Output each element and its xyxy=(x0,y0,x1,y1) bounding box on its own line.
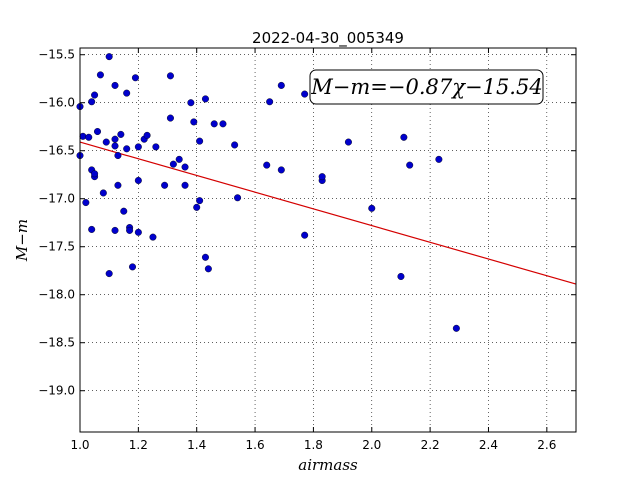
data-point xyxy=(277,81,285,89)
x-tick-label: 1.6 xyxy=(246,438,265,452)
data-points xyxy=(76,53,460,332)
data-point xyxy=(204,265,212,273)
data-point xyxy=(82,199,90,207)
data-point xyxy=(181,163,189,171)
data-point xyxy=(131,74,139,82)
data-point xyxy=(452,324,460,332)
x-tick-label: 1.0 xyxy=(70,438,89,452)
data-point xyxy=(368,204,376,212)
data-point xyxy=(111,81,119,89)
data-point xyxy=(149,233,157,241)
data-point xyxy=(143,131,151,139)
data-point xyxy=(102,138,110,146)
data-point xyxy=(277,166,285,174)
data-point xyxy=(201,253,209,261)
data-point xyxy=(435,155,443,163)
data-point xyxy=(266,98,274,106)
data-point xyxy=(161,181,169,189)
data-point xyxy=(123,89,131,97)
data-point xyxy=(166,114,174,122)
data-point xyxy=(263,161,271,169)
data-point xyxy=(120,207,128,215)
data-point xyxy=(79,132,87,140)
data-point xyxy=(96,71,104,79)
data-point xyxy=(134,228,142,236)
y-tick-label: −17.0 xyxy=(38,192,75,206)
y-tick-label: −19.0 xyxy=(38,384,75,398)
data-point xyxy=(196,197,204,205)
y-axis-label: M−m xyxy=(13,219,31,262)
data-point xyxy=(123,145,131,153)
data-point xyxy=(111,226,119,234)
data-point xyxy=(301,90,309,98)
data-point xyxy=(117,130,125,138)
data-point xyxy=(99,189,107,197)
data-point xyxy=(134,176,142,184)
data-point xyxy=(129,263,137,271)
x-tick-label: 2.0 xyxy=(362,438,381,452)
data-point xyxy=(152,143,160,151)
x-axis-label: airmass xyxy=(298,456,358,474)
chart-title: 2022-04-30_005349 xyxy=(252,29,404,48)
y-tick-label: −16.5 xyxy=(38,144,75,158)
x-axis-ticks: 1.0 1.2 1.4 1.6 1.8 2.0 2.2 2.4 2.6 xyxy=(70,48,556,452)
y-tick-label: −16.0 xyxy=(38,96,75,110)
data-point xyxy=(114,181,122,189)
data-point xyxy=(201,95,209,103)
data-point xyxy=(105,53,113,61)
data-point xyxy=(111,142,119,150)
fit-annotation-box: M−m=−0.87χ−15.54 xyxy=(309,69,544,105)
data-point xyxy=(190,118,198,126)
data-point xyxy=(126,226,134,234)
plot-frame xyxy=(79,47,577,433)
data-point xyxy=(91,91,99,99)
data-point xyxy=(187,99,195,107)
x-tick-label: 2.2 xyxy=(421,438,440,452)
data-point xyxy=(400,133,408,141)
y-tick-label: −15.5 xyxy=(38,48,75,62)
data-point xyxy=(114,152,122,160)
fit-line xyxy=(79,141,577,285)
data-point xyxy=(94,128,102,136)
x-tick-label: 1.2 xyxy=(129,438,148,452)
data-point xyxy=(169,160,177,168)
data-point xyxy=(88,98,96,106)
data-point xyxy=(406,161,414,169)
data-point xyxy=(91,170,99,178)
data-point xyxy=(193,203,201,211)
data-point xyxy=(166,72,174,80)
x-tick-label: 2.6 xyxy=(537,438,556,452)
y-axis-ticks: −15.5 −16.0 −16.5 −17.0 −17.5 −18.0 −18.5 −19.0 xyxy=(38,48,576,398)
data-point xyxy=(318,173,326,181)
x-tick-label: 2.4 xyxy=(479,438,498,452)
data-point xyxy=(105,270,113,278)
y-tick-label: −18.5 xyxy=(38,336,75,350)
x-tick-label: 1.4 xyxy=(187,438,206,452)
annotation-frame xyxy=(309,69,544,105)
data-point xyxy=(181,181,189,189)
fit-line-group xyxy=(79,141,577,285)
y-tick-label: −18.0 xyxy=(38,288,75,302)
data-point xyxy=(85,133,93,141)
data-point xyxy=(231,141,239,149)
x-tick-label: 1.8 xyxy=(304,438,323,452)
data-point xyxy=(134,143,142,151)
data-point xyxy=(234,194,242,202)
fit-equation-label: M−m=−0.87χ−15.54 xyxy=(310,75,542,99)
data-point xyxy=(397,272,405,280)
data-point xyxy=(175,155,183,163)
data-point xyxy=(344,138,352,146)
data-point xyxy=(88,225,96,233)
data-point xyxy=(210,120,218,128)
data-point xyxy=(196,137,204,145)
data-point xyxy=(219,120,227,128)
data-point xyxy=(301,231,309,239)
y-tick-label: −17.5 xyxy=(38,240,75,254)
data-point xyxy=(111,135,119,143)
